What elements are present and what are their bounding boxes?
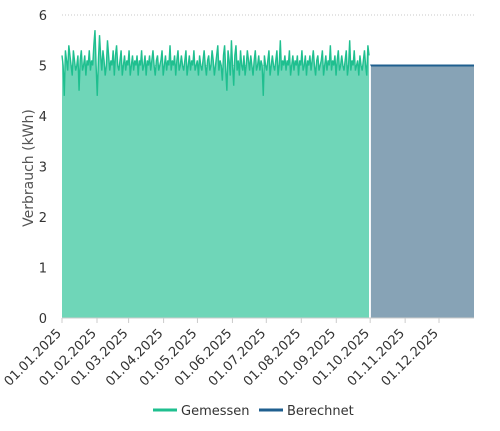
series-areas — [61, 30, 474, 319]
y-tick-label-1: 1 — [39, 262, 47, 277]
y-tick-label-0: 0 — [39, 312, 47, 327]
y-tick-label-2: 2 — [39, 211, 47, 226]
legend: Gemessen Berechnet — [153, 404, 354, 419]
legend-label-1[interactable]: Berechnet — [287, 404, 354, 419]
y-tick-label-4: 4 — [39, 110, 47, 125]
y-tick-label-5: 5 — [39, 60, 47, 75]
y-tick-label-3: 3 — [39, 161, 47, 176]
y-tick-label-6: 6 — [39, 9, 47, 24]
series-area-gemessen — [62, 30, 370, 319]
series-line-gemessen — [61, 30, 370, 96]
legend-label-0[interactable]: Gemessen — [181, 404, 250, 419]
series-area-berechnet — [370, 65, 474, 318]
y-axis-title: Verbrauch (kWh) — [21, 109, 37, 227]
